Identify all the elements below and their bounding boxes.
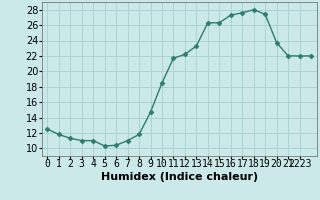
X-axis label: Humidex (Indice chaleur): Humidex (Indice chaleur) [100, 172, 258, 182]
